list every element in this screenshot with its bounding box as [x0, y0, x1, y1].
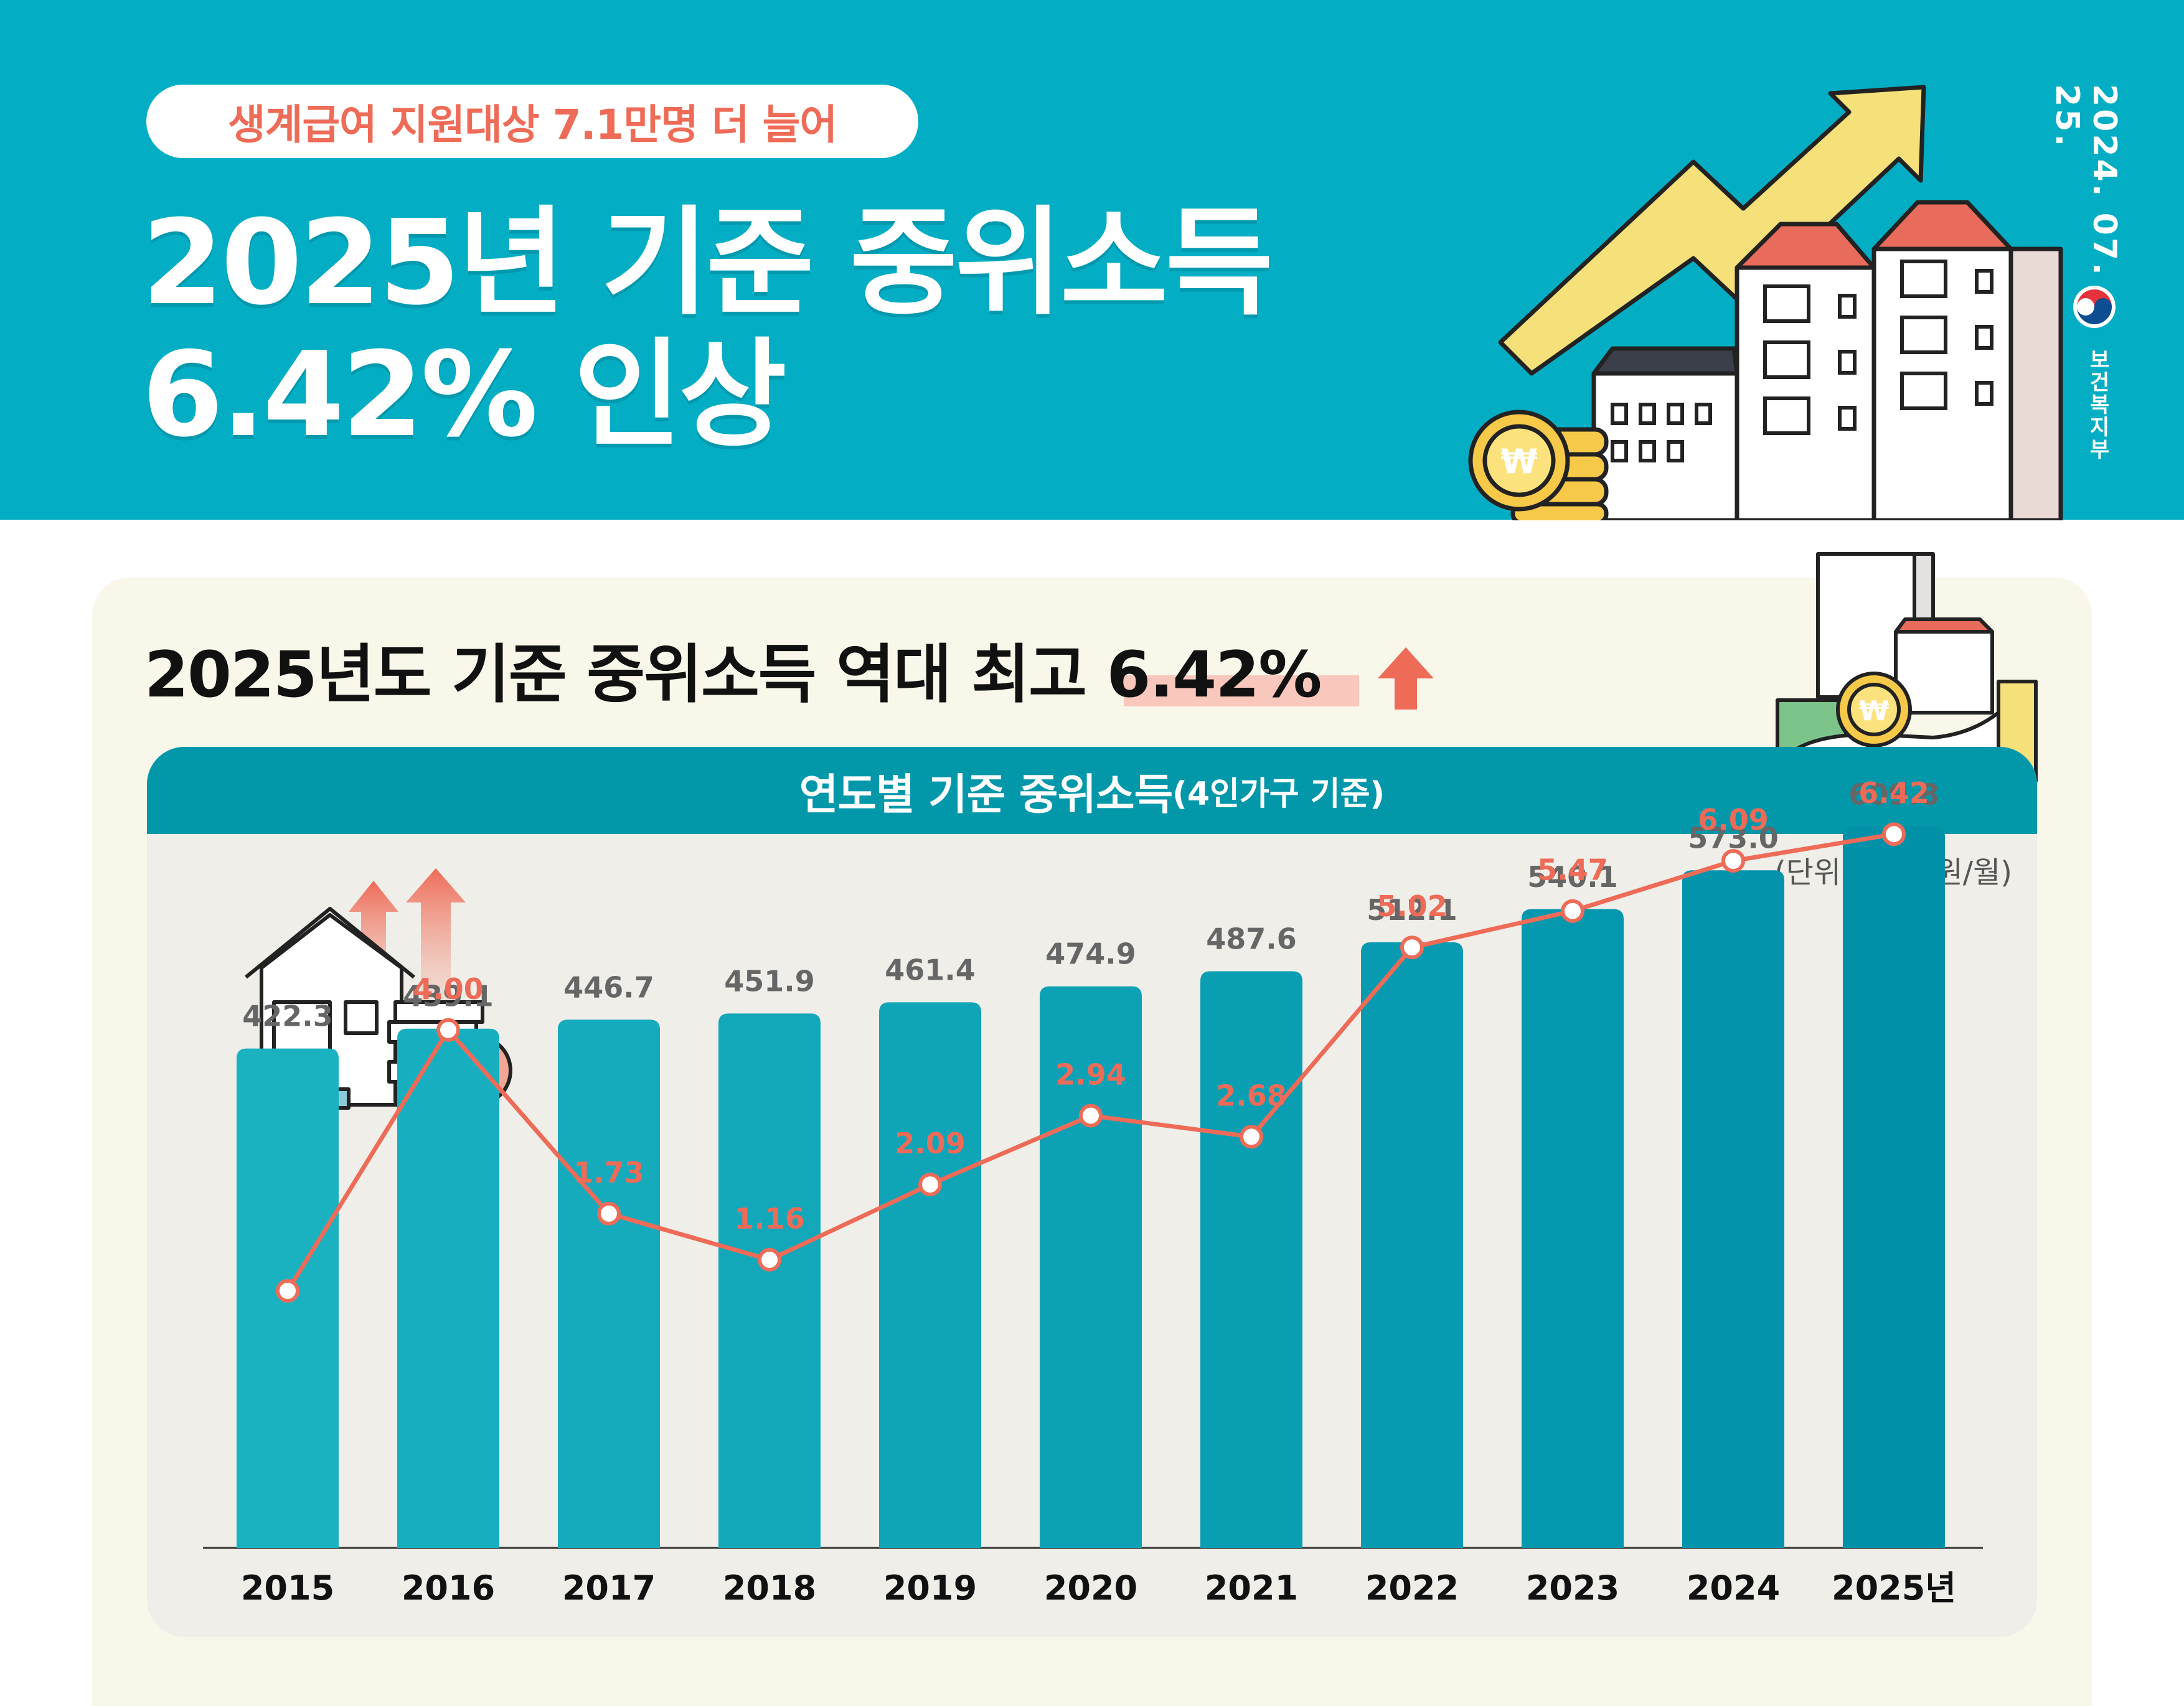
x-tick-label: 2023	[1526, 1568, 1619, 1608]
line-point	[1400, 935, 1424, 960]
line-point	[1882, 822, 1906, 846]
publish-date: 2024. 07. 25.	[2048, 84, 2123, 278]
headline-pill: 생계급여 지원대상 7.1만명 더 늘어	[146, 85, 918, 158]
line-value-label: 1.73	[573, 1156, 644, 1189]
bar-value-label: 609.8	[1848, 777, 1939, 811]
bar	[1522, 909, 1624, 1548]
arrow-up-icon	[1378, 647, 1434, 710]
line-value-label: 2.94	[1055, 1058, 1126, 1092]
line-point	[597, 1201, 621, 1226]
bar-value-label: 439.1	[403, 980, 494, 1013]
line-point	[1561, 899, 1584, 923]
x-tick-label: 2024	[1687, 1568, 1780, 1608]
section-headline: 2025년도 기준 중위소득 역대 최고 6.42%	[144, 635, 1322, 716]
page-title-line2: 6.42% 인상	[142, 327, 787, 463]
x-tick-label: 2016	[402, 1568, 495, 1608]
line-point	[276, 1279, 299, 1303]
ministry-name: 보건복지부	[2085, 349, 2110, 461]
bar	[558, 1019, 660, 1548]
section-headline-text: 2025년도 기준 중위소득 역대 최고	[144, 638, 1107, 712]
bar	[1843, 827, 1945, 1548]
x-tick-label: 2015	[241, 1568, 334, 1608]
line-value-label: 5.47	[1537, 853, 1608, 887]
bar-value-label: 487.6	[1206, 922, 1297, 956]
government-emblem-icon	[2073, 286, 2116, 328]
line-point	[1240, 1125, 1263, 1149]
bar-value-label: 512.1	[1367, 893, 1457, 927]
line-value-label: 2.68	[1216, 1079, 1287, 1112]
line-point	[1721, 849, 1745, 873]
bar-value-label: 474.9	[1045, 937, 1136, 971]
line-point	[758, 1248, 781, 1272]
bar-value-label: 451.9	[724, 964, 815, 998]
svg-text:₩: ₩	[1500, 442, 1538, 481]
chart-title-band: 연도별 기준 중위소득 (4인가구 기준)	[147, 747, 2037, 834]
bar	[1682, 870, 1784, 1548]
bar-value-label: 422.3	[242, 1000, 333, 1033]
bar	[879, 1002, 981, 1548]
x-tick-label: 2017	[562, 1568, 656, 1608]
x-tick-label: 2018	[723, 1568, 816, 1608]
percent-highlight	[1124, 675, 1359, 706]
line-point	[918, 1173, 942, 1197]
line-value-label: 6.09	[1698, 803, 1769, 837]
x-tick-label: 2025년	[1832, 1568, 1956, 1608]
line-value-label: 6.42	[1858, 776, 1929, 810]
line-value-label: 2.09	[895, 1127, 966, 1160]
line-value-label: 4.00	[413, 972, 484, 1006]
x-tick-label: 2021	[1205, 1568, 1298, 1608]
line-point	[1079, 1104, 1103, 1128]
page-title-line1: 2025년 기준 중위소득	[142, 195, 1273, 331]
buildings-icon: ₩	[1468, 85, 2063, 520]
chart-title-sub: (4인가구 기준)	[1172, 775, 1385, 813]
bar	[718, 1013, 821, 1548]
x-tick-label: 2019	[883, 1568, 977, 1608]
bar	[1361, 942, 1463, 1548]
line-point	[436, 1018, 460, 1042]
bar-value-label: 446.7	[563, 970, 654, 1004]
line-value-label: 5.02	[1377, 889, 1447, 923]
x-tick-label: 2022	[1365, 1568, 1459, 1608]
bar	[397, 1028, 499, 1548]
x-tick-label: 2020	[1044, 1568, 1137, 1608]
bar	[1200, 971, 1302, 1548]
chart-title: 연도별 기준 중위소득	[799, 770, 1173, 820]
section-headline-pct: 6.42%	[1106, 638, 1322, 712]
bar-value-label: 461.4	[885, 953, 976, 987]
svg-text:₩: ₩	[1859, 695, 1890, 727]
pill-text: 생계급여 지원대상 7.1만명 더 늘어	[227, 101, 837, 149]
bar-value-label: 540.1	[1527, 860, 1618, 894]
line-value-label: 1.16	[734, 1202, 805, 1235]
